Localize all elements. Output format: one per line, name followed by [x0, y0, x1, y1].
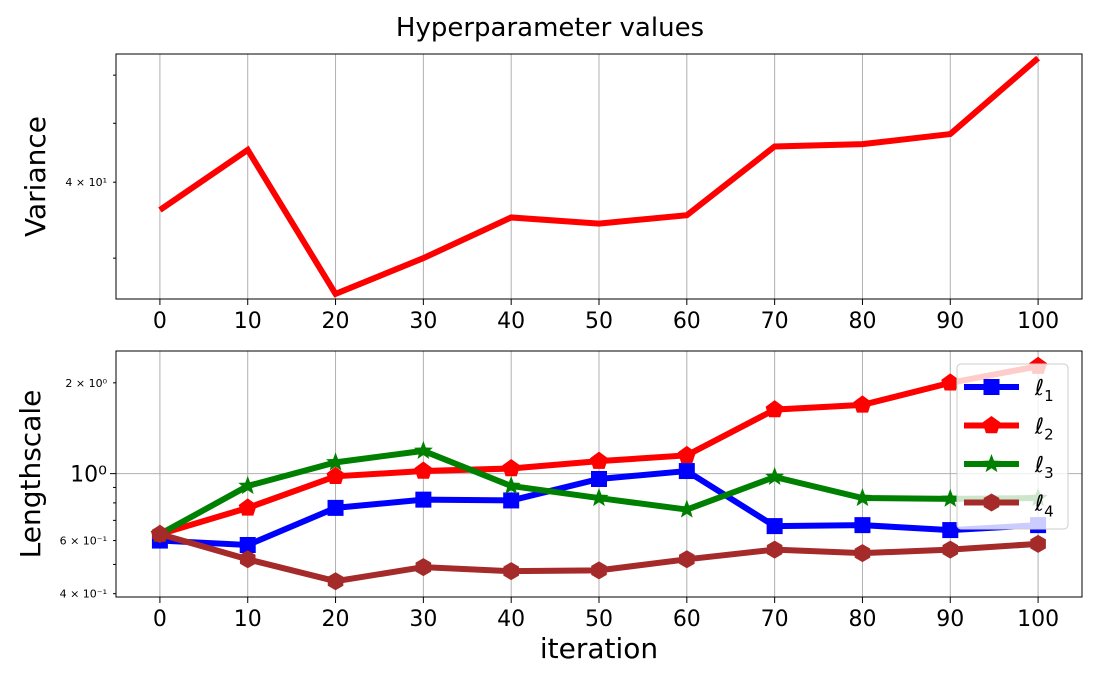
data-point-l3	[940, 488, 960, 507]
x-tick-label: 60	[673, 309, 701, 334]
data-point-l3	[589, 488, 609, 507]
x-tick-label: 80	[848, 309, 876, 334]
lengthscale-panel: 0 10 20 30 40 50 60 70 80 90 100 2 × 10⁰ 10⁰ 6 × 10⁻¹…	[14, 350, 1083, 665]
legend-box	[956, 363, 1069, 530]
x-tick-label: 20	[322, 607, 350, 632]
data-point-l2	[765, 400, 784, 418]
data-point-l4	[415, 558, 432, 577]
data-point-l4	[679, 550, 695, 569]
legend-marker-l2	[982, 416, 1001, 434]
variance-panel: 0 10 20 30 40 50 60 70 80 90 100 4 × 10¹ Variance	[19, 53, 1083, 334]
data-point-l4	[1030, 534, 1046, 553]
x-tick-label: 80	[848, 607, 876, 632]
legend-label-l2: ℓ2	[1034, 415, 1054, 444]
data-point-l4	[239, 550, 256, 569]
y-tick-label: 4 × 10¹	[65, 176, 107, 189]
legend-label-l1: ℓ1	[1034, 376, 1054, 405]
y-tick-label: 6 × 10⁻¹	[60, 535, 107, 548]
data-point-l2	[941, 373, 960, 391]
data-point-l2	[853, 395, 872, 413]
data-point-l1	[942, 522, 959, 539]
data-point-l4	[327, 572, 344, 591]
data-point-l2	[677, 445, 696, 464]
legend-marker-l3	[981, 454, 1002, 473]
x-tick-label: 10	[234, 607, 262, 632]
x-tick-label: 40	[497, 309, 525, 334]
data-point-l2	[326, 466, 345, 484]
data-point-l4	[942, 540, 959, 559]
x-tick-label: 60	[673, 607, 701, 632]
data-point-l2	[502, 459, 521, 477]
x-tick-label: 50	[585, 607, 613, 632]
data-point-l4	[766, 540, 783, 559]
x-tick-label: 0	[153, 607, 167, 632]
data-point-l1	[766, 518, 783, 535]
x-tick-label: 70	[761, 607, 789, 632]
data-point-l3	[238, 475, 258, 495]
data-point-l2	[238, 498, 257, 516]
y-tick-label: 10⁰	[70, 463, 107, 488]
x-axis-label: iteration	[540, 632, 658, 665]
data-point-l3	[765, 466, 785, 486]
legend-label-l4: ℓ4	[1034, 492, 1054, 521]
legend-label-l3: ℓ3	[1034, 453, 1054, 482]
data-point-l1	[854, 517, 871, 534]
data-point-l2	[414, 461, 433, 479]
x-tick-label: 100	[1017, 607, 1059, 632]
legend: ℓ1 ℓ2 ℓ3 ℓ4	[956, 363, 1069, 530]
series-line-variance	[158, 55, 1041, 298]
data-point-l1	[503, 492, 520, 509]
data-point-l3	[413, 440, 433, 459]
y-tick-label: 4 × 10⁻¹	[60, 588, 107, 601]
x-tick-label: 0	[153, 309, 167, 334]
y-axis-label: Lengthscale	[14, 390, 47, 559]
x-tick-label: 50	[585, 309, 613, 334]
x-tick-label: 100	[1017, 309, 1059, 334]
x-tick-label: 30	[409, 607, 437, 632]
x-tick-label: 70	[761, 309, 789, 334]
y-tick-label: 2 × 10⁰	[65, 377, 107, 390]
data-point-l4	[152, 525, 168, 544]
x-tick-label: 90	[936, 607, 964, 632]
data-point-l1	[327, 499, 344, 516]
x-tick-label: 30	[409, 309, 437, 334]
legend-marker-l4	[983, 493, 1000, 512]
data-point-l3	[852, 488, 872, 507]
data-point-l1	[239, 537, 256, 554]
data-point-l3	[501, 475, 521, 495]
data-point-l4	[854, 544, 871, 563]
data-point-l3	[677, 499, 697, 518]
data-point-l1	[591, 470, 607, 487]
legend-marker-l1	[983, 379, 1000, 395]
data-point-l4	[591, 561, 607, 580]
data-point-l3	[326, 452, 346, 471]
x-tick-label: 10	[234, 309, 262, 334]
x-tick-label: 90	[936, 309, 964, 334]
y-axis-label: Variance	[19, 116, 52, 237]
data-point-l1	[678, 463, 695, 480]
x-tick-label: 40	[497, 607, 525, 632]
chart-title: Hyperparameter values	[396, 13, 704, 43]
data-point-l4	[503, 562, 519, 581]
data-point-l2	[589, 451, 609, 469]
data-point-l1	[415, 491, 432, 508]
x-tick-label: 20	[322, 309, 350, 334]
